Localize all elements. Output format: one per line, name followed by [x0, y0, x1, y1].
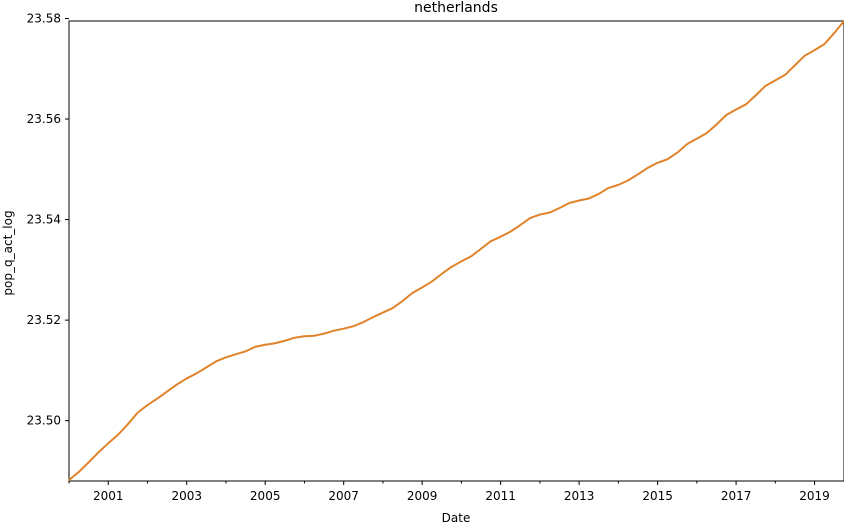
x-tick-label: 2003: [171, 489, 202, 503]
plot-area: [68, 20, 844, 482]
x-axis: 2001 2003 2005 2007 2009 2011 2013 2015 2017 2019: [68, 481, 830, 503]
y-tick-label: 23.56: [27, 112, 61, 126]
y-axis: 23.50 23.52 23.54 23.56 23.58: [27, 11, 69, 428]
chart-title: netherlands: [414, 0, 498, 16]
y-tick-label: 23.58: [27, 11, 61, 25]
x-tick-label: 2011: [485, 489, 516, 503]
x-tick-label: 2019: [799, 489, 830, 503]
x-tick-label: 2005: [250, 489, 281, 503]
x-axis-title: Date: [442, 511, 471, 525]
y-axis-title: pop_q_act_log: [1, 210, 15, 295]
y-tick-label: 23.50: [27, 414, 61, 428]
plot-frame: [68, 20, 844, 482]
series-line: [68, 20, 844, 481]
x-tick-label: 2013: [564, 489, 595, 503]
x-tick-label: 2009: [407, 489, 438, 503]
x-tick-label: 2015: [642, 489, 673, 503]
y-tick-label: 23.54: [27, 213, 61, 227]
series-layer: [68, 20, 844, 481]
y-tick-label: 23.52: [27, 313, 61, 327]
x-tick-label: 2001: [93, 489, 124, 503]
x-tick-label: 2017: [721, 489, 752, 503]
x-tick-label: 2007: [328, 489, 359, 503]
